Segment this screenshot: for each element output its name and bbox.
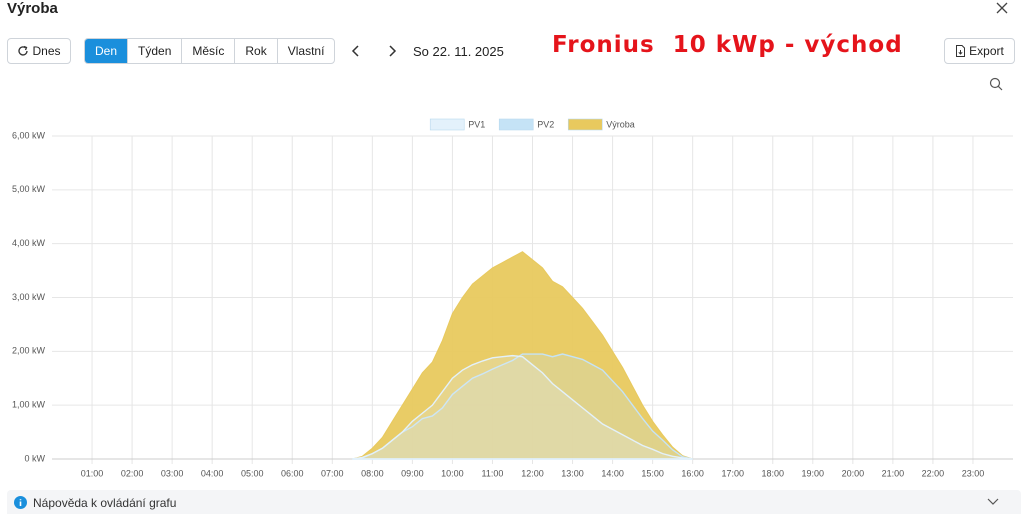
legend-label: PV2 — [537, 119, 554, 129]
legend-label: PV1 — [468, 119, 485, 129]
x-tick-label: 19:00 — [802, 468, 825, 478]
search-icon[interactable] — [989, 77, 1003, 91]
x-tick-label: 11:00 — [482, 468, 504, 478]
period-button[interactable]: Měsíc — [181, 39, 234, 63]
area-series — [352, 353, 693, 460]
x-tick-label: 05:00 — [241, 468, 264, 478]
x-tick-label: 06:00 — [281, 468, 304, 478]
x-tick-label: 23:00 — [962, 468, 985, 478]
x-tick-label: 08:00 — [361, 468, 384, 478]
expand-icon — [987, 498, 999, 505]
help-bar[interactable]: Nápověda k ovládání grafu — [7, 490, 1021, 514]
today-label: Dnes — [32, 44, 61, 58]
period-button[interactable]: Týden — [127, 39, 181, 63]
y-tick-label: 4,00 kW — [12, 238, 46, 248]
y-tick-label: 0 kW — [24, 453, 45, 463]
area-series — [352, 251, 693, 460]
x-tick-label: 18:00 — [761, 468, 784, 478]
help-label: Nápověda k ovládání grafu — [33, 496, 177, 510]
export-icon — [956, 45, 966, 57]
x-tick-label: 13:00 — [561, 468, 584, 478]
legend-swatch — [429, 118, 465, 131]
info-icon — [14, 496, 27, 509]
export-label: Export — [969, 44, 1004, 58]
x-tick-label: 22:00 — [922, 468, 945, 478]
x-tick-label: 03:00 — [161, 468, 184, 478]
x-tick-label: 16:00 — [681, 468, 704, 478]
y-tick-label: 5,00 kW — [12, 184, 46, 194]
period-button[interactable]: Rok — [234, 39, 276, 63]
annotation: Fronius 10 kWp - východ — [552, 32, 903, 58]
x-tick-label: 01:00 — [81, 468, 104, 478]
period-button[interactable]: Vlastní — [276, 39, 335, 63]
legend-label: Výroba — [606, 119, 635, 129]
legend-swatch — [567, 118, 603, 131]
export-button[interactable]: Export — [944, 38, 1015, 64]
x-tick-label: 12:00 — [521, 468, 544, 478]
nav-arrows — [351, 45, 397, 57]
x-tick-label: 20:00 — [842, 468, 865, 478]
x-tick-label: 15:00 — [641, 468, 664, 478]
legend: PV1 PV2 Výroba — [429, 118, 635, 131]
y-tick-label: 1,00 kW — [12, 400, 46, 410]
y-tick-label: 2,00 kW — [12, 346, 46, 356]
y-tick-label: 6,00 kW — [12, 130, 46, 140]
today-button[interactable]: Dnes — [7, 38, 71, 64]
refresh-icon — [18, 45, 29, 56]
dialog-title: Výroba — [7, 0, 58, 17]
x-tick-label: 21:00 — [882, 468, 905, 478]
prev-arrow[interactable] — [351, 45, 359, 57]
date-label: So 22. 11. 2025 — [413, 44, 504, 59]
x-tick-label: 09:00 — [401, 468, 424, 478]
x-tick-label: 04:00 — [201, 468, 224, 478]
y-tick-label: 3,00 kW — [12, 292, 46, 302]
x-tick-label: 02:00 — [121, 468, 144, 478]
x-tick-label: 17:00 — [721, 468, 744, 478]
x-tick-label: 14:00 — [601, 468, 624, 478]
period-button[interactable]: Den — [85, 39, 128, 63]
chart: 0 kW 1,00 kW 2,00 kW 3,00 kW 4,00 kW 5,00 kW 6… — [12, 118, 1013, 478]
x-tick-label: 07:00 — [321, 468, 344, 478]
next-arrow[interactable] — [389, 45, 397, 57]
area-series — [352, 354, 693, 460]
x-tick-label: 10:00 — [441, 468, 464, 478]
legend-swatch — [498, 118, 534, 131]
period-selector: Den Týden Měsíc Rok Vlastní — [84, 38, 336, 64]
close-icon[interactable] — [996, 2, 1008, 14]
